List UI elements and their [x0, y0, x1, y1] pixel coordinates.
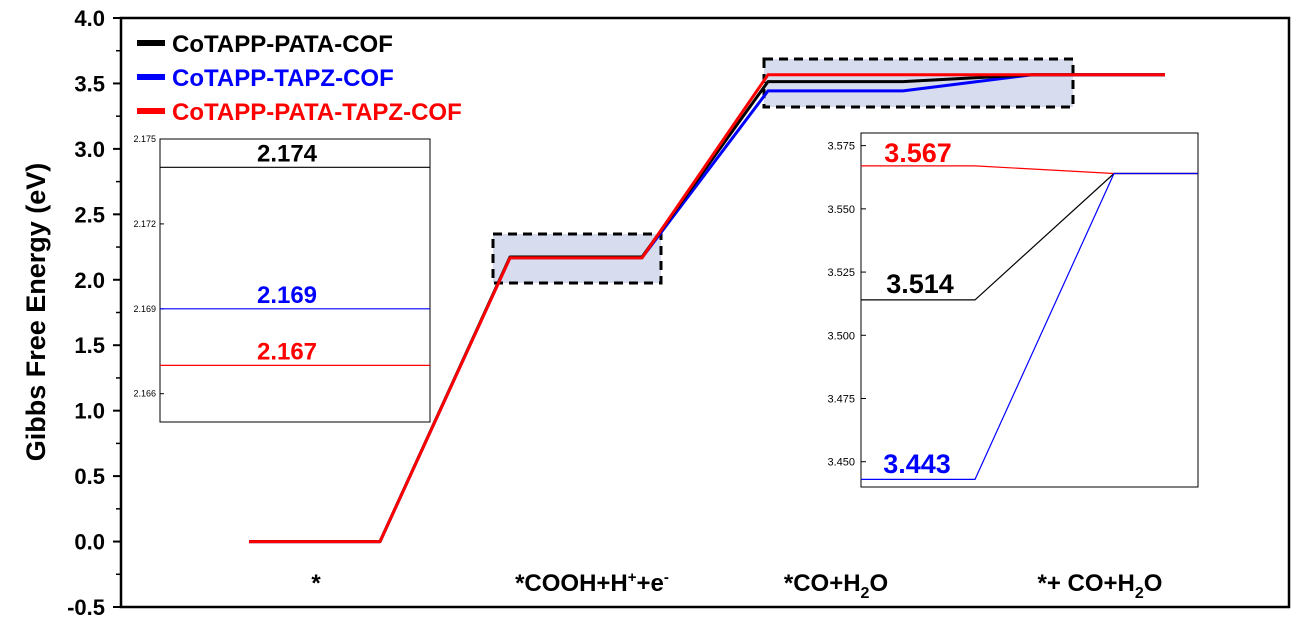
y-axis-ticks: 4.0 3.5 3.0 2.5 2.0 1.5 1.0 0.5 0.0 -0.5: [67, 6, 121, 620]
series-line-3: [249, 73, 1165, 544]
inset-value-label: 3.514: [886, 269, 954, 299]
y-tick-label: 1.0: [74, 399, 105, 424]
inset-y-tick-label: 3.575: [827, 141, 855, 153]
inset-y-tick-label: 2.175: [133, 134, 156, 144]
legend: CoTAPP-PATA-COF CoTAPP-TAPZ-COF CoTAPP-PAT…: [137, 31, 462, 126]
category-labels: * *COOH+H++e- *CO+H2O *+ CO+H2O: [311, 569, 1162, 602]
y-tick-label: 1.5: [74, 333, 105, 358]
inset-cooh: 2.175 2.172 2.169 2.166 2.174 2.169 2.167: [133, 134, 431, 423]
category-label: *+ CO+H2O: [1038, 570, 1163, 602]
y-tick-label: 3.5: [74, 71, 105, 96]
category-label: *COOH+H++e-: [515, 569, 669, 597]
inset-value-label: 3.443: [883, 449, 951, 479]
inset-value-label: 2.169: [257, 282, 317, 309]
y-axis-title: Gibbs Free Energy (eV): [21, 163, 51, 462]
legend-label: CoTAPP-TAPZ-COF: [172, 65, 394, 92]
y-tick-label: 0.5: [74, 464, 105, 489]
inset-y-tick-label: 2.169: [133, 304, 156, 314]
inset-y-tick-label: 2.172: [133, 219, 156, 229]
y-tick-label: 2.0: [74, 268, 105, 293]
category-label: *CO+H2O: [784, 570, 888, 602]
y-tick-label: -0.5: [67, 595, 105, 620]
inset-y-tick-label: 3.475: [827, 394, 855, 406]
inset-y-tick-label: 3.500: [827, 330, 855, 342]
inset-y-tick-label: 3.525: [827, 267, 855, 279]
series-lines: [249, 73, 1165, 544]
inset-y-tick-label: 3.450: [827, 457, 855, 469]
inset-y-tick-label: 2.166: [133, 389, 156, 399]
y-tick-label: 0.0: [74, 530, 105, 555]
inset-y-tick-label: 3.550: [827, 204, 855, 216]
inset-value-label: 2.174: [257, 140, 318, 167]
inset-level-line: [861, 172, 1198, 480]
legend-label: CoTAPP-PATA-COF: [172, 31, 393, 58]
inset-cooh-frame: [159, 138, 431, 423]
y-tick-label: 2.5: [74, 202, 105, 227]
inset-value-label: 3.567: [884, 138, 952, 168]
inset-value-label: 2.167: [257, 338, 317, 365]
y-tick-label: 4.0: [74, 6, 105, 31]
inset-co: 3.575 3.550 3.525 3.500 3.475 3.450 3.567 3.514…: [827, 132, 1199, 488]
category-label: *: [311, 570, 321, 597]
legend-label: CoTAPP-PATA-TAPZ-COF: [172, 99, 462, 126]
inset-co-frame: [860, 132, 1199, 488]
y-tick-label: 3.0: [74, 137, 105, 162]
